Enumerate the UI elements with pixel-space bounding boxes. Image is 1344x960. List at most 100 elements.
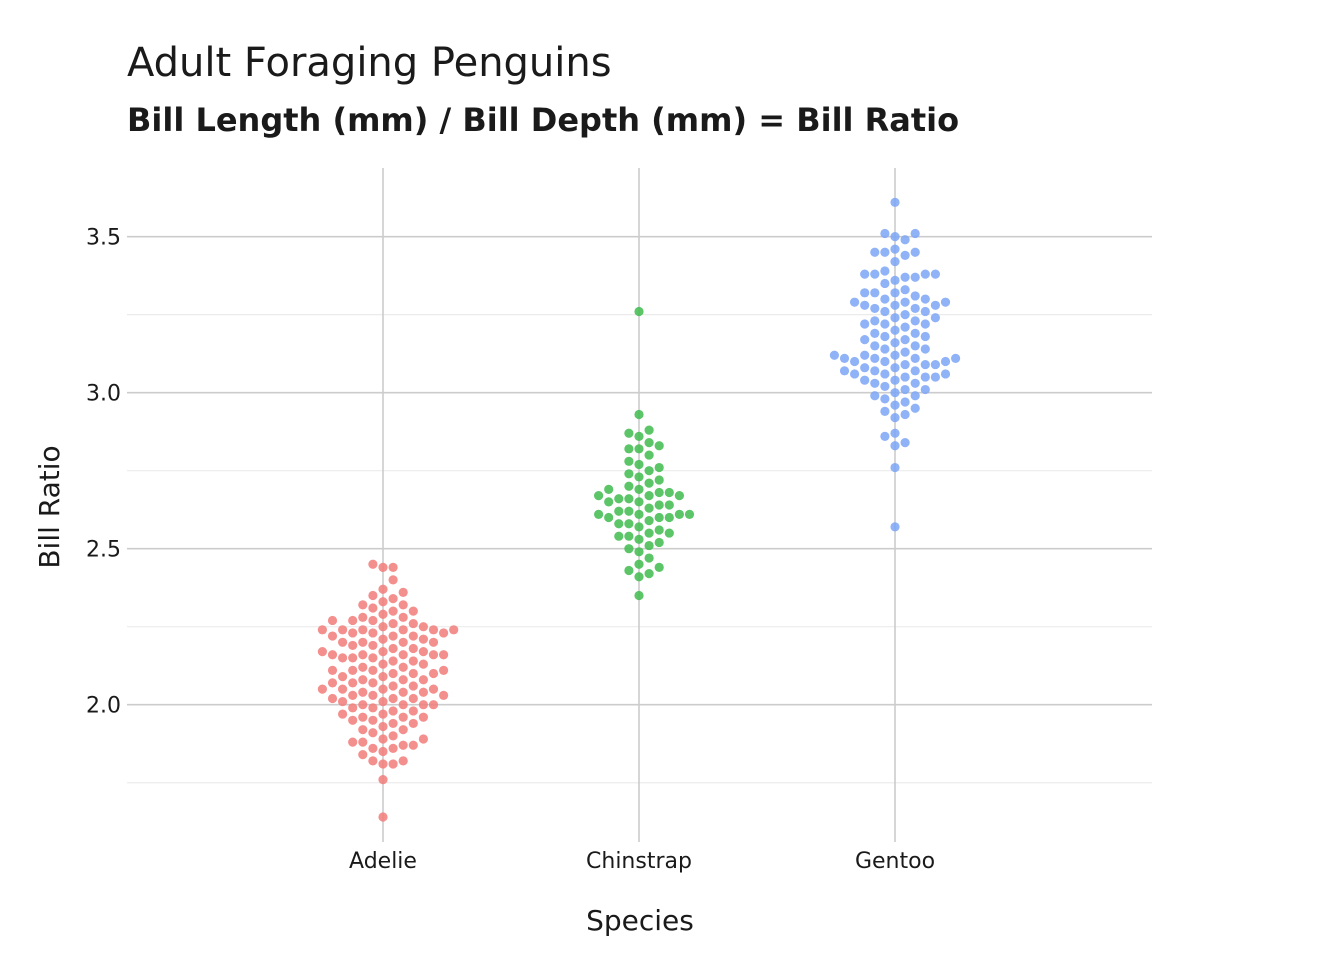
data-point-adelie (358, 637, 368, 647)
data-point-gentoo (839, 366, 850, 376)
data-point-gentoo (880, 356, 890, 367)
data-point-gentoo (910, 391, 920, 401)
data-point-adelie (418, 734, 428, 744)
data-point-adelie (358, 662, 368, 672)
data-point-adelie (348, 678, 358, 688)
data-point-gentoo (890, 257, 900, 267)
data-point-adelie (418, 700, 428, 710)
data-point-chinstrap (644, 540, 654, 551)
data-point-chinstrap (634, 559, 644, 569)
data-point-gentoo (930, 269, 941, 279)
data-point-adelie (378, 609, 388, 619)
data-point-adelie (408, 668, 418, 679)
data-point-adelie (408, 706, 418, 716)
data-point-chinstrap (644, 450, 654, 460)
data-point-gentoo (870, 288, 880, 298)
data-point-gentoo (900, 285, 910, 295)
data-point-adelie (368, 640, 378, 651)
data-point-gentoo (930, 300, 941, 310)
data-point-gentoo (900, 347, 910, 357)
data-point-chinstrap (634, 444, 644, 454)
data-point-chinstrap (664, 528, 674, 538)
data-point-adelie (317, 684, 327, 694)
data-point-chinstrap (674, 491, 685, 501)
data-point-gentoo (920, 344, 930, 354)
data-point-gentoo (890, 288, 900, 298)
data-point-adelie (338, 684, 348, 694)
data-point-gentoo (880, 247, 890, 257)
data-point-chinstrap (624, 531, 634, 541)
data-point-gentoo (890, 375, 900, 385)
data-point-adelie (378, 746, 388, 757)
data-point-gentoo (900, 409, 910, 420)
data-point-adelie (398, 700, 408, 710)
data-point-gentoo (920, 384, 930, 395)
data-point-gentoo (890, 197, 900, 207)
x-tick-label: Gentoo (855, 849, 935, 874)
data-point-gentoo (880, 381, 890, 392)
data-point-gentoo (880, 294, 890, 304)
data-point-adelie (327, 678, 338, 688)
data-point-gentoo (910, 228, 920, 239)
data-point-gentoo (860, 375, 870, 385)
data-point-adelie (388, 731, 398, 741)
data-point-adelie (398, 756, 408, 766)
data-point-adelie (388, 643, 398, 654)
data-point-adelie (348, 653, 358, 663)
data-point-chinstrap (634, 547, 644, 557)
data-point-chinstrap (624, 481, 634, 491)
data-point-adelie (388, 693, 398, 704)
data-point-adelie (368, 665, 378, 675)
data-point-adelie (439, 665, 449, 675)
data-point-chinstrap (634, 572, 644, 582)
data-point-chinstrap (624, 469, 634, 479)
data-point-gentoo (900, 322, 910, 332)
data-point-adelie (358, 750, 368, 760)
data-point-adelie (398, 662, 408, 672)
data-point-adelie (378, 696, 388, 707)
data-point-adelie (378, 634, 388, 644)
data-point-adelie (449, 625, 459, 635)
data-point-gentoo (860, 363, 870, 373)
data-point-gentoo (880, 431, 890, 441)
data-point-gentoo (910, 247, 920, 257)
data-point-adelie (378, 812, 388, 822)
data-point-chinstrap (654, 441, 664, 451)
data-point-adelie (388, 618, 398, 629)
data-point-gentoo (890, 413, 900, 423)
data-point-adelie (338, 709, 348, 719)
data-point-chinstrap (634, 409, 644, 420)
data-point-gentoo (900, 397, 910, 407)
data-point-adelie (408, 618, 418, 629)
data-point-adelie (418, 647, 428, 657)
y-tick-label: 3.0 (86, 382, 121, 407)
data-point-chinstrap (654, 562, 664, 573)
data-point-gentoo (890, 325, 900, 335)
data-point-adelie (428, 700, 439, 710)
data-point-chinstrap (634, 459, 644, 470)
data-point-chinstrap (644, 466, 654, 476)
data-point-adelie (327, 650, 338, 660)
data-point-adelie (338, 696, 348, 707)
data-point-adelie (368, 703, 378, 713)
y-tick-label: 2.0 (86, 694, 121, 719)
data-point-gentoo (910, 272, 920, 282)
data-point-gentoo (860, 288, 870, 298)
data-point-adelie (317, 647, 327, 657)
data-point-adelie (428, 684, 439, 694)
data-point-gentoo (920, 306, 930, 317)
data-point-adelie (358, 625, 368, 635)
data-point-adelie (388, 575, 398, 585)
y-tick-label: 2.5 (86, 538, 121, 563)
data-point-gentoo (920, 269, 930, 279)
data-point-gentoo (839, 353, 850, 363)
data-point-chinstrap (644, 553, 654, 563)
data-point-adelie (317, 625, 327, 635)
data-point-gentoo (870, 328, 880, 338)
data-point-adelie (428, 668, 439, 679)
x-axis-title: Species (586, 904, 694, 937)
data-point-gentoo (829, 350, 840, 360)
data-point-gentoo (880, 394, 890, 404)
data-point-gentoo (890, 313, 900, 323)
